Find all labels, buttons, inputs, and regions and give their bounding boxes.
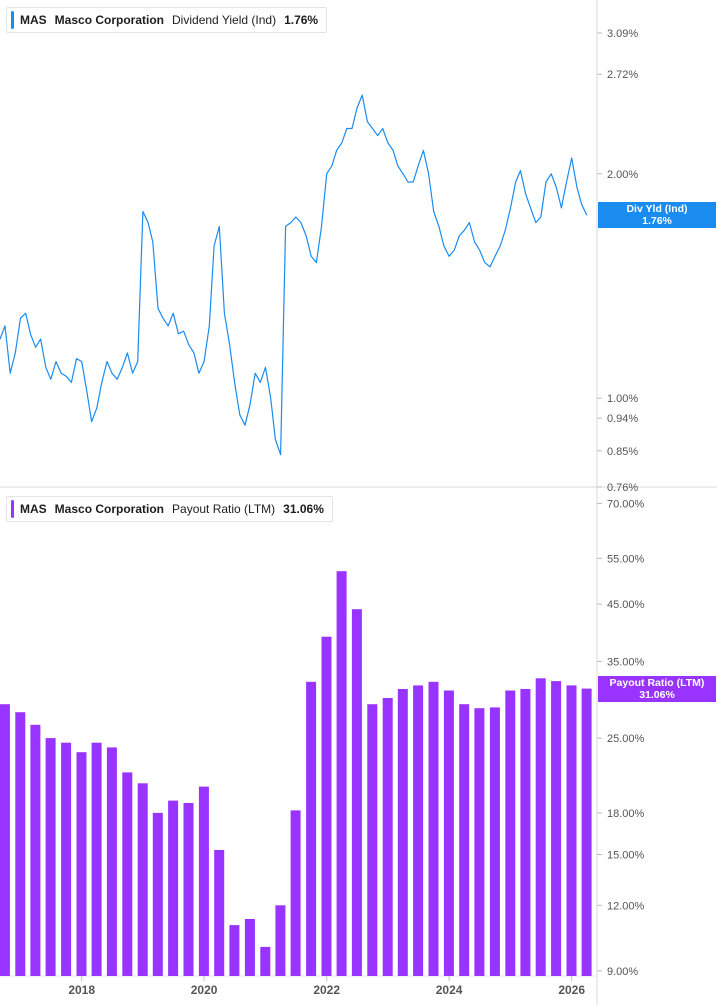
payout-bar	[244, 919, 255, 976]
yield-y-tick-label: 0.76%	[607, 482, 638, 494]
payout-bar	[275, 905, 286, 976]
payout-legend-swatch	[11, 500, 14, 518]
payout-bar	[91, 742, 102, 976]
x-tick-label: 2018	[68, 983, 95, 997]
payout-bar	[76, 752, 87, 976]
x-tick-label: 2022	[313, 983, 340, 997]
payout-y-tick-label: 45.00%	[607, 599, 645, 611]
payout-legend-value: 31.06%	[283, 502, 324, 516]
payout-bar	[214, 850, 225, 976]
payout-bar	[382, 698, 393, 976]
payout-y-tick-label: 18.00%	[607, 808, 645, 820]
payout-y-tick-label: 70.00%	[607, 498, 645, 510]
dividend-yield-line	[0, 94, 588, 456]
yield-legend-company: Masco Corporation	[54, 13, 165, 27]
yield-current-tag: Div Yld (Ind) 1.76%	[598, 202, 716, 229]
payout-bar	[45, 738, 56, 976]
payout-bar	[183, 803, 194, 976]
yield-tag-value: 1.76%	[642, 215, 672, 228]
payout-bar	[474, 708, 485, 976]
yield-legend-swatch	[11, 11, 14, 29]
payout-bar	[336, 571, 347, 976]
yield-y-tick-label: 1.00%	[607, 393, 638, 405]
payout-bar	[443, 690, 454, 976]
x-axis: 2018 2020 2022 2024 2026	[68, 976, 585, 997]
yield-y-tick-label: 2.00%	[607, 169, 638, 181]
x-tick-label: 2024	[436, 983, 463, 997]
yield-y-tick-label: 0.85%	[607, 446, 638, 458]
payout-y-tick-label: 15.00%	[607, 849, 645, 861]
payout-bar	[290, 810, 301, 976]
payout-bar	[15, 712, 26, 976]
payout-bar	[581, 688, 592, 976]
payout-y-axis: 70.00% 55.00% 45.00% 35.00% 25.00% 18.00% 15.0…	[597, 498, 645, 978]
payout-legend-company: Masco Corporation	[54, 502, 165, 516]
payout-bar	[413, 685, 424, 976]
payout-bar	[30, 724, 41, 976]
payout-bar	[489, 707, 500, 976]
payout-bar	[459, 704, 470, 976]
payout-bar	[321, 636, 332, 976]
payout-bar	[566, 685, 577, 976]
payout-bar	[0, 704, 10, 976]
payout-bar	[168, 800, 179, 976]
yield-legend-ticker: MAS	[20, 13, 47, 27]
yield-legend-value: 1.76%	[284, 13, 319, 27]
payout-y-tick-label: 25.00%	[607, 733, 645, 745]
x-tick-label: 2026	[558, 983, 585, 997]
payout-y-tick-label: 35.00%	[607, 656, 645, 668]
yield-tag-label: Div Yld (Ind)	[626, 203, 688, 216]
payout-bar	[229, 925, 240, 976]
payout-bar	[397, 689, 408, 976]
payout-bar	[535, 678, 546, 976]
x-tick-label: 2020	[191, 983, 218, 997]
payout-bar	[505, 690, 516, 976]
payout-bar	[152, 812, 163, 976]
yield-y-tick-label: 3.09%	[607, 28, 638, 40]
payout-legend-metric: Payout Ratio (LTM)	[172, 502, 276, 516]
payout-bar	[367, 704, 378, 976]
payout-bar	[428, 681, 439, 976]
payout-bar	[551, 681, 562, 976]
payout-bar	[260, 946, 271, 976]
yield-legend-metric: Dividend Yield (Ind)	[172, 13, 277, 27]
payout-y-tick-label: 55.00%	[607, 553, 645, 565]
yield-legend: MAS Masco Corporation Dividend Yield (In…	[6, 7, 328, 33]
payout-bar	[351, 609, 362, 976]
payout-ratio-bars	[0, 571, 592, 976]
payout-bar	[520, 689, 531, 976]
payout-bar	[198, 786, 209, 976]
payout-current-tag: Payout Ratio (LTM) 31.06%	[598, 675, 716, 702]
payout-bar	[137, 783, 148, 976]
payout-y-tick-label: 12.00%	[607, 900, 645, 912]
yield-y-tick-label: 0.94%	[607, 413, 638, 425]
payout-tag-label: Payout Ratio (LTM)	[609, 676, 705, 689]
payout-legend: MAS Masco Corporation Payout Ratio (LTM)…	[6, 496, 333, 522]
payout-y-tick-label: 9.00%	[607, 966, 638, 978]
payout-bar	[306, 681, 317, 976]
yield-y-tick-label: 2.72%	[607, 69, 638, 81]
payout-legend-ticker: MAS	[20, 502, 47, 516]
payout-bar	[122, 772, 133, 976]
payout-bar	[106, 747, 117, 976]
payout-bar	[61, 742, 72, 976]
payout-tag-value: 31.06%	[639, 688, 675, 701]
yield-y-axis: 3.09% 2.72% 2.00% 1.00% 0.94% 0.85% 0.76%	[597, 28, 638, 494]
